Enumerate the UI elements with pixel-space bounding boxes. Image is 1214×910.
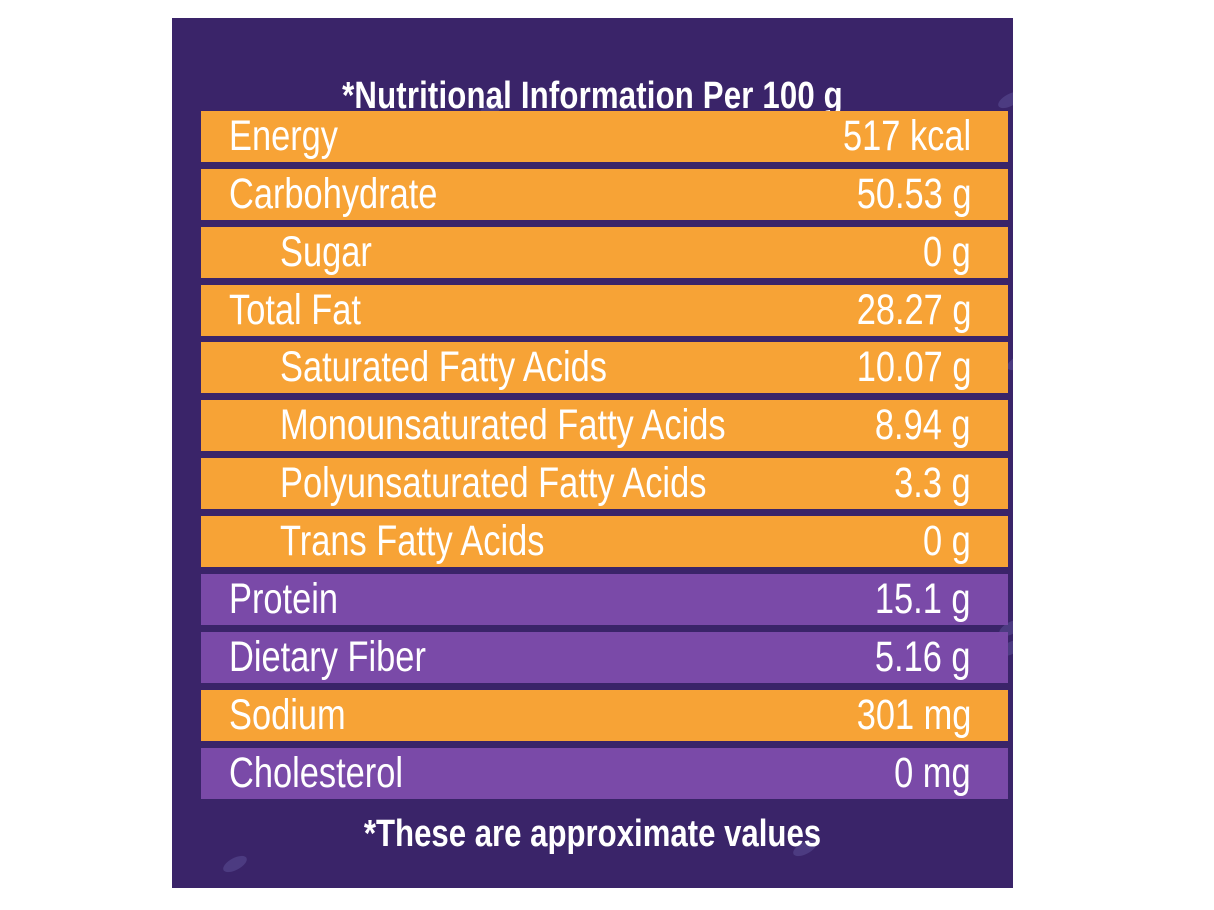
nutrition-row-dietary-fiber: Dietary Fiber 5.16 g	[201, 632, 1008, 683]
nutrient-value: 50.53 g	[856, 170, 971, 218]
nutrition-row-polyunsaturated-fatty-acids: Polyunsaturated Fatty Acids 3.3 g	[201, 458, 1008, 509]
nutrient-label: Polyunsaturated Fatty Acids	[280, 459, 707, 507]
nutrition-row-trans-fatty-acids: Trans Fatty Acids 0 g	[201, 516, 1008, 567]
nutrition-row-cholesterol: Cholesterol 0 mg	[201, 748, 1008, 799]
nutrient-label: Total Fat	[229, 286, 361, 334]
nutrient-label: Energy	[229, 112, 338, 160]
nutrient-value: 3.3 g	[894, 459, 971, 507]
decorative-swirl	[995, 88, 1013, 112]
nutrition-row-protein: Protein 15.1 g	[201, 574, 1008, 625]
nutrient-label: Dietary Fiber	[229, 633, 426, 681]
nutrient-value: 517 kcal	[842, 112, 971, 160]
nutrition-row-sodium: Sodium 301 mg	[201, 690, 1008, 741]
approximate-values-note: *These are approximate values	[363, 813, 822, 855]
nutrient-value: 28.27 g	[856, 286, 971, 334]
decorative-swirl	[220, 852, 250, 876]
nutrient-value: 301 mg	[856, 691, 971, 739]
nutrition-row-carbohydrate: Carbohydrate 50.53 g	[201, 169, 1008, 220]
nutrient-label: Sodium	[229, 691, 346, 739]
nutrient-label: Trans Fatty Acids	[280, 517, 545, 565]
nutrient-value: 0 mg	[894, 749, 971, 797]
nutrition-row-sugar: Sugar 0 g	[201, 227, 1008, 278]
nutrient-label: Protein	[229, 575, 338, 623]
nutrient-value: 15.1 g	[875, 575, 971, 623]
nutrient-value: 5.16 g	[875, 633, 971, 681]
nutrient-label: Monounsaturated Fatty Acids	[280, 401, 726, 449]
nutrition-row-total-fat: Total Fat 28.27 g	[201, 285, 1008, 336]
nutrient-value: 10.07 g	[856, 343, 971, 391]
nutrient-label: Carbohydrate	[229, 170, 438, 218]
nutrition-title: *Nutritional Information Per 100 g	[342, 75, 843, 117]
nutrient-value: 8.94 g	[875, 401, 971, 449]
nutrition-row-energy: Energy 517 kcal	[201, 111, 1008, 162]
nutrition-panel: *Nutritional Information Per 100 g Energ…	[172, 18, 1013, 888]
nutrient-label: Saturated Fatty Acids	[280, 343, 607, 391]
nutrition-row-saturated-fatty-acids: Saturated Fatty Acids 10.07 g	[201, 342, 1008, 393]
nutrient-value: 0 g	[923, 228, 971, 276]
nutrient-value: 0 g	[923, 517, 971, 565]
nutrient-label: Sugar	[280, 228, 372, 276]
nutrient-label: Cholesterol	[229, 749, 403, 797]
nutrition-row-monounsaturated-fatty-acids: Monounsaturated Fatty Acids 8.94 g	[201, 400, 1008, 451]
